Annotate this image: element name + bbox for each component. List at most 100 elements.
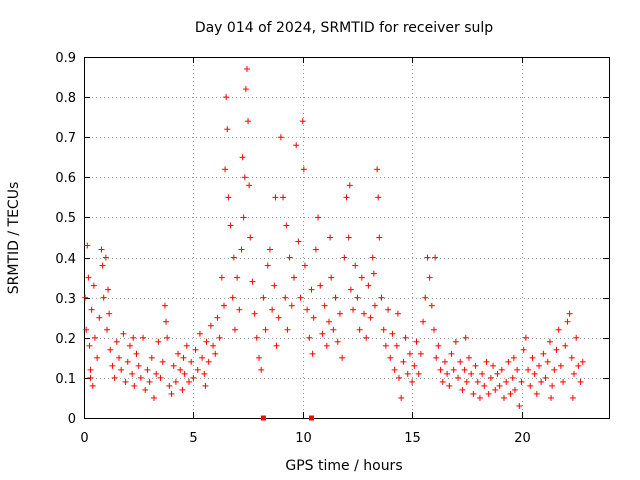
data-point [88, 306, 95, 313]
chart-title: Day 014 of 2024, SRMTID for receiver sul… [195, 20, 493, 36]
data-point [577, 378, 584, 385]
data-point [396, 374, 402, 381]
data-point [212, 350, 219, 357]
data-point [413, 338, 420, 345]
data-point [207, 322, 214, 329]
data-point [84, 242, 91, 249]
data-point [129, 370, 136, 377]
data-point [282, 294, 289, 301]
data-point [459, 386, 466, 393]
data-point [223, 94, 230, 101]
data-point [116, 354, 122, 361]
data-point [140, 334, 147, 341]
data-point [492, 386, 499, 393]
data-point [135, 362, 142, 369]
data-point [131, 382, 138, 389]
data-point [280, 194, 287, 201]
data-point [275, 314, 282, 321]
data-point [103, 326, 110, 333]
data-point [157, 374, 164, 381]
data-point [387, 354, 394, 361]
data-point [277, 134, 284, 141]
data-point [99, 262, 106, 269]
data-point [356, 326, 363, 333]
data-point [402, 334, 409, 341]
data-point [214, 314, 221, 321]
data-point [367, 314, 374, 321]
data-point [404, 370, 411, 377]
data-point [525, 366, 532, 373]
data-point [146, 378, 153, 385]
data-point [256, 354, 262, 361]
data-point [293, 142, 300, 149]
data-point [370, 270, 377, 277]
data-point [122, 378, 129, 385]
data-point [470, 390, 477, 397]
data-point [334, 338, 341, 345]
data-point [221, 302, 227, 309]
data-point [242, 86, 249, 93]
data-point [236, 306, 243, 313]
data-point [168, 390, 175, 397]
data-point [350, 306, 357, 313]
data-point [346, 182, 353, 189]
data-point [494, 370, 501, 377]
data-point [319, 330, 326, 337]
y-tick-label: 0.6 [55, 171, 76, 186]
data-point [341, 254, 348, 261]
data-point [481, 382, 488, 389]
data-point [205, 358, 212, 365]
data-point [284, 326, 291, 333]
data-point [568, 354, 575, 361]
data-point [120, 330, 127, 337]
data-point [227, 222, 234, 229]
data-point [179, 386, 186, 393]
data-point [196, 330, 203, 337]
data-point [426, 274, 433, 281]
data-point [246, 182, 253, 189]
data-point [251, 310, 258, 317]
data-point [448, 350, 455, 357]
data-point [133, 350, 140, 357]
data-point [378, 294, 385, 301]
data-point [137, 374, 144, 381]
data-point [518, 378, 525, 385]
data-point [490, 362, 497, 369]
x-tick-label: 5 [189, 431, 197, 446]
data-point [533, 390, 540, 397]
data-point [308, 286, 315, 293]
data-point [420, 318, 427, 325]
data-point [560, 378, 567, 385]
data-point [347, 286, 354, 293]
data-point [161, 302, 168, 309]
y-tick-label: 0.5 [55, 211, 76, 226]
data-point [428, 302, 435, 309]
data-point [332, 294, 339, 301]
data-point [452, 338, 459, 345]
data-point [199, 354, 206, 361]
data-point [522, 334, 529, 341]
data-point [564, 318, 571, 325]
data-point [286, 254, 293, 261]
data-point [380, 326, 387, 333]
data-point [87, 366, 94, 373]
data-point [501, 394, 507, 401]
data-point [435, 342, 442, 349]
data-point [300, 166, 307, 173]
y-tick-label: 0 [68, 412, 76, 427]
data-point [411, 362, 418, 369]
data-point [130, 334, 137, 341]
data-point [231, 326, 238, 333]
y-tick-label: 0.9 [55, 51, 76, 66]
y-axis-label: SRMTID / TECUs [6, 182, 22, 295]
data-point [85, 274, 92, 281]
data-point [461, 366, 468, 373]
data-point [468, 370, 475, 377]
data-point [166, 382, 173, 389]
data-point [89, 382, 96, 389]
data-point [273, 342, 280, 349]
data-point [375, 194, 382, 201]
data-point [345, 234, 352, 241]
data-point [224, 126, 231, 133]
data-point [291, 274, 297, 281]
